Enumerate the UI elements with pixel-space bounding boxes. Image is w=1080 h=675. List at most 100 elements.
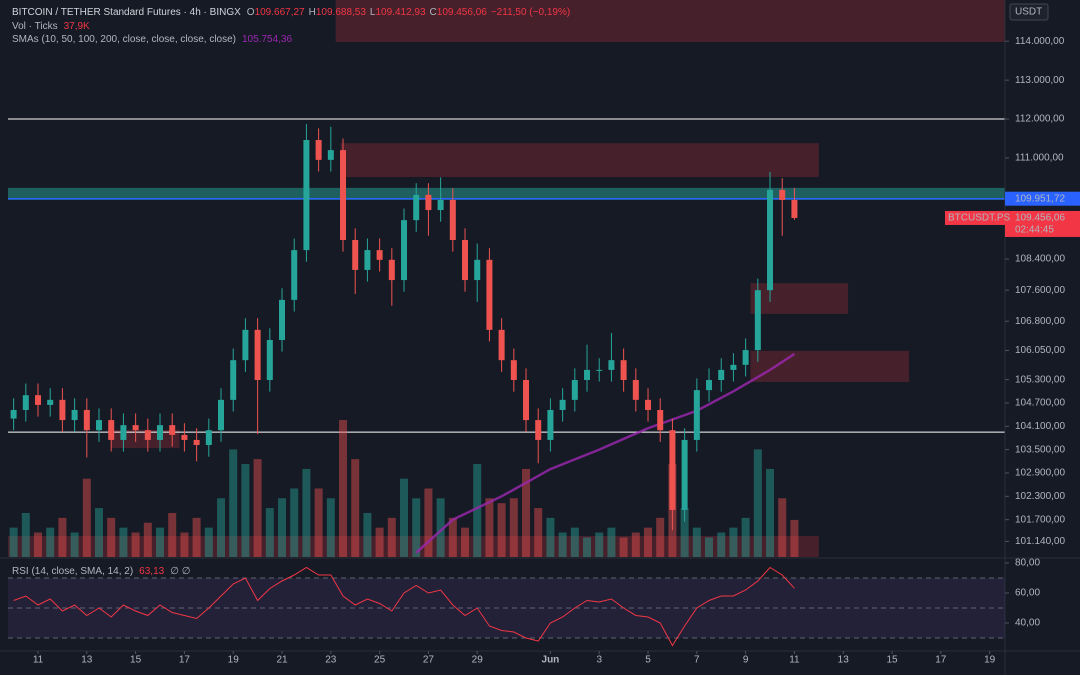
volume-title: Vol · Ticks: [12, 21, 58, 32]
volume-bar: [351, 459, 360, 557]
volume-bar: [34, 532, 43, 557]
volume-bar: [82, 478, 91, 557]
volume-bar: [583, 537, 592, 557]
ohlc-value: 109.688,53: [316, 7, 366, 18]
candle-body: [425, 194, 432, 211]
y-tick-label: 113.000,00: [1015, 75, 1065, 86]
candle-body: [401, 220, 408, 281]
last-price-label: 109.456,06: [1015, 213, 1065, 224]
x-tick-label: 5: [645, 655, 651, 666]
volume-bar: [46, 527, 55, 557]
volume-bar: [497, 503, 506, 557]
countdown-label: 02:44:45: [1015, 225, 1054, 236]
candle-body: [169, 425, 176, 435]
candle-body: [462, 239, 469, 281]
volume-bar: [509, 498, 518, 557]
candle-body: [120, 425, 127, 440]
volume-bar: [253, 459, 262, 557]
candle-body: [291, 250, 298, 300]
candle-body: [315, 140, 322, 160]
candle-body: [327, 150, 334, 160]
candle-body: [632, 380, 639, 400]
volume-bar: [705, 537, 714, 557]
x-tick-label: Jun: [542, 655, 560, 666]
volume-bar: [95, 508, 104, 557]
volume-bar: [217, 498, 226, 557]
volume-bar: [680, 508, 689, 557]
candle-body: [157, 425, 164, 440]
volume-bar: [485, 498, 494, 557]
candle-body: [645, 399, 652, 410]
candle-body: [340, 150, 347, 240]
ohlc-key: L: [370, 7, 376, 18]
candle-body: [59, 399, 66, 421]
candle-body: [144, 430, 151, 440]
price-pane: [8, 0, 1005, 557]
candle-body: [279, 299, 286, 340]
candle-body: [376, 250, 383, 260]
volume-bar: [131, 532, 140, 557]
volume-bar: [558, 532, 567, 557]
volume-bar: [326, 498, 335, 557]
candle-body: [413, 194, 420, 221]
candle-body: [10, 409, 17, 419]
y-tick-label: 106.050,00: [1015, 345, 1065, 356]
y-tick-label: 104.700,00: [1015, 398, 1065, 409]
candle-body: [779, 189, 786, 200]
candle-body: [303, 140, 310, 251]
rsi-tick-label: 60,00: [1015, 588, 1040, 599]
candle-body: [730, 364, 737, 370]
volume-bar: [180, 532, 189, 557]
x-tick-label: 15: [886, 655, 898, 666]
volume-bar: [631, 532, 640, 557]
volume-bar: [595, 532, 604, 557]
volume-bar: [21, 512, 30, 557]
volume-value: 37,9K: [64, 21, 90, 32]
volume-bar: [143, 522, 152, 557]
candle-body: [791, 199, 798, 218]
zone: [335, 0, 1005, 43]
candle-body: [388, 259, 395, 281]
ohlc-value: 109.412,93: [375, 7, 425, 18]
volume-bar: [741, 517, 750, 557]
volume-bar: [400, 478, 409, 557]
volume-bar: [70, 532, 79, 557]
volume-bar: [424, 488, 433, 557]
x-tick-label: 17: [179, 655, 191, 666]
y-tick-label: 101.700,00: [1015, 514, 1065, 525]
volume-bar: [375, 527, 384, 557]
candle-body: [620, 360, 627, 381]
candle-body: [706, 380, 713, 391]
volume-bar: [107, 517, 116, 557]
candle-body: [742, 350, 749, 365]
volume-bar: [387, 517, 396, 557]
candle-body: [449, 199, 456, 240]
currency-label: USDT: [1015, 7, 1042, 18]
candle-body: [364, 250, 371, 270]
candle-body: [108, 420, 115, 440]
volume-bar: [461, 527, 470, 557]
candle-body: [22, 395, 29, 410]
candle-body: [754, 290, 761, 351]
x-tick-label: 13: [838, 655, 850, 666]
candle-body: [523, 380, 530, 421]
candle-body: [547, 409, 554, 440]
zone: [8, 535, 819, 557]
volume-bar: [619, 537, 628, 557]
volume-bar: [717, 532, 726, 557]
x-tick-label: 27: [423, 655, 435, 666]
y-tick-label: 111.000,00: [1015, 153, 1064, 164]
y-tick-label: 108.400,00: [1015, 254, 1065, 265]
candle-body: [254, 329, 261, 381]
candle-body: [205, 430, 212, 445]
ohlc-key: C: [430, 7, 437, 18]
zone-band: [8, 187, 1005, 200]
volume-bar: [412, 498, 421, 557]
y-tick-label: 101.140,00: [1015, 536, 1065, 547]
volume-bar: [192, 517, 201, 557]
candle-body: [498, 329, 505, 361]
x-tick-label: 17: [935, 655, 947, 666]
candle-body: [83, 409, 90, 431]
volume-bar: [119, 527, 128, 557]
volume-bar: [241, 464, 250, 557]
